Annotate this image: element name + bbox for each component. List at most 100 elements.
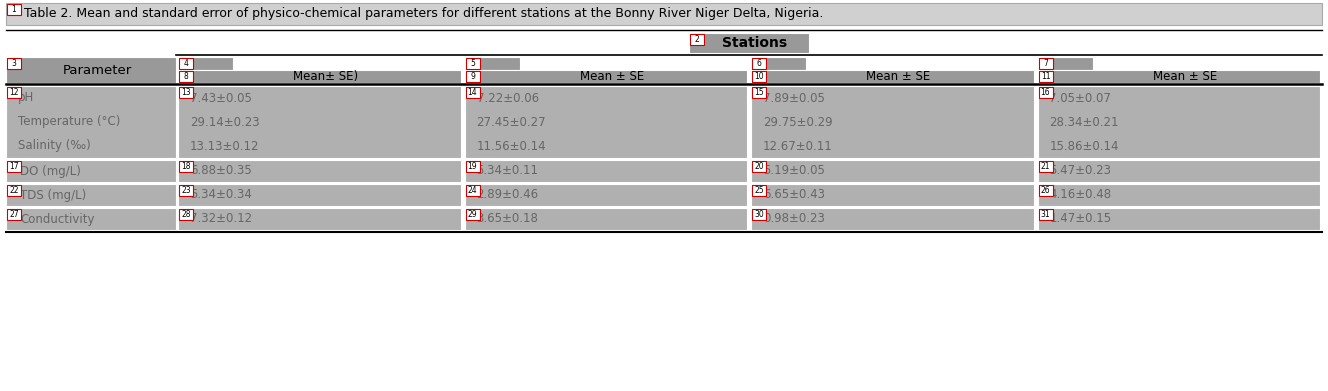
Bar [7, 161, 21, 172]
Text: 4.16±0.48: 4.16±0.48 [1049, 188, 1112, 201]
Bar [752, 86, 1033, 158]
Bar [7, 209, 21, 220]
Text: 30: 30 [754, 210, 764, 219]
Bar [178, 208, 461, 230]
Bar [7, 3, 1321, 25]
Bar [1038, 71, 1053, 82]
Text: 29.75±0.29: 29.75±0.29 [764, 115, 833, 129]
Bar [465, 86, 746, 158]
Bar [752, 70, 1033, 83]
Text: 7.05±0.07: 7.05±0.07 [1049, 91, 1112, 104]
Text: 12: 12 [9, 88, 19, 97]
Bar [179, 185, 193, 196]
Text: 29.14±0.23: 29.14±0.23 [190, 115, 260, 129]
Text: 9: 9 [470, 72, 475, 81]
Bar [7, 58, 21, 69]
Text: 23: 23 [181, 186, 191, 195]
Bar [752, 208, 1033, 230]
Text: 5.34±0.11: 5.34±0.11 [477, 165, 538, 178]
Text: 18: 18 [181, 162, 191, 171]
Bar [689, 33, 809, 53]
Text: 5.34±0.34: 5.34±0.34 [190, 188, 252, 201]
Bar [7, 86, 177, 158]
Text: 1.47±0.15: 1.47±0.15 [1049, 212, 1112, 226]
Bar [466, 58, 479, 69]
Text: 15.86±0.14: 15.86±0.14 [1049, 140, 1120, 152]
Bar [179, 87, 193, 98]
Text: 26: 26 [1041, 186, 1050, 195]
Bar [466, 161, 479, 172]
Text: 16: 16 [1041, 88, 1050, 97]
Bar [1037, 184, 1320, 206]
Bar [752, 160, 1033, 182]
Bar [466, 185, 479, 196]
Text: 14: 14 [467, 88, 477, 97]
Text: 7: 7 [1042, 59, 1048, 68]
Bar [178, 57, 232, 70]
Text: Stations: Stations [722, 36, 788, 50]
Bar [752, 58, 766, 69]
Bar [1037, 160, 1320, 182]
Bar [1037, 208, 1320, 230]
Bar [1037, 57, 1093, 70]
Text: Mean ± SE: Mean ± SE [579, 70, 644, 83]
Bar [752, 87, 766, 98]
Bar [1038, 87, 1053, 98]
Bar [7, 184, 177, 206]
Text: 2.89±0.46: 2.89±0.46 [477, 188, 539, 201]
Bar [7, 4, 21, 15]
Text: 13.13±0.12: 13.13±0.12 [190, 140, 259, 152]
Text: pH: pH [19, 91, 35, 104]
Text: 7.89±0.05: 7.89±0.05 [764, 91, 825, 104]
Text: 8: 8 [183, 72, 189, 81]
Text: 29: 29 [467, 210, 477, 219]
Bar [7, 208, 177, 230]
Bar [7, 185, 21, 196]
Bar [752, 71, 766, 82]
Bar [178, 184, 461, 206]
Bar [465, 184, 746, 206]
Text: 6.65±0.43: 6.65±0.43 [764, 188, 825, 201]
Bar [466, 71, 479, 82]
Bar [178, 86, 461, 158]
Text: 31: 31 [1041, 210, 1050, 219]
Bar [1038, 209, 1053, 220]
Text: 28.34±0.21: 28.34±0.21 [1049, 115, 1120, 129]
Bar [1038, 58, 1053, 69]
Bar [465, 208, 746, 230]
Text: 19: 19 [467, 162, 477, 171]
Text: 27.45±0.27: 27.45±0.27 [477, 115, 546, 129]
Bar [465, 70, 746, 83]
Text: 5.47±0.23: 5.47±0.23 [1049, 165, 1112, 178]
Text: Parameter: Parameter [62, 63, 131, 77]
Bar [1038, 185, 1053, 196]
Bar [465, 57, 519, 70]
Text: 4: 4 [183, 59, 189, 68]
Bar [178, 70, 461, 83]
Text: Table 2. Mean and standard error of physico-chemical parameters for different st: Table 2. Mean and standard error of phys… [24, 7, 823, 20]
Text: 13: 13 [181, 88, 191, 97]
Text: 10: 10 [754, 72, 764, 81]
Text: Mean ± SE: Mean ± SE [1153, 70, 1216, 83]
Text: 7.32±0.12: 7.32±0.12 [190, 212, 252, 226]
Text: 27: 27 [9, 210, 19, 219]
Text: 3.65±0.18: 3.65±0.18 [477, 212, 538, 226]
Text: TDS (mg/L): TDS (mg/L) [20, 188, 86, 201]
Bar [7, 87, 21, 98]
Text: Temperature (°C): Temperature (°C) [19, 115, 121, 129]
Text: 20: 20 [754, 162, 764, 171]
Text: 17: 17 [9, 162, 19, 171]
Text: 1: 1 [12, 5, 16, 14]
Text: 7.43±0.05: 7.43±0.05 [190, 91, 252, 104]
Text: 11.56±0.14: 11.56±0.14 [477, 140, 546, 152]
Bar [752, 57, 806, 70]
Bar [179, 58, 193, 69]
Text: 12.67±0.11: 12.67±0.11 [764, 140, 833, 152]
Text: 0.98±0.23: 0.98±0.23 [764, 212, 825, 226]
Bar [179, 71, 193, 82]
Bar [1037, 86, 1320, 158]
Text: Mean ± SE: Mean ± SE [866, 70, 931, 83]
Bar [178, 160, 461, 182]
Bar [179, 209, 193, 220]
Bar [1037, 70, 1320, 83]
